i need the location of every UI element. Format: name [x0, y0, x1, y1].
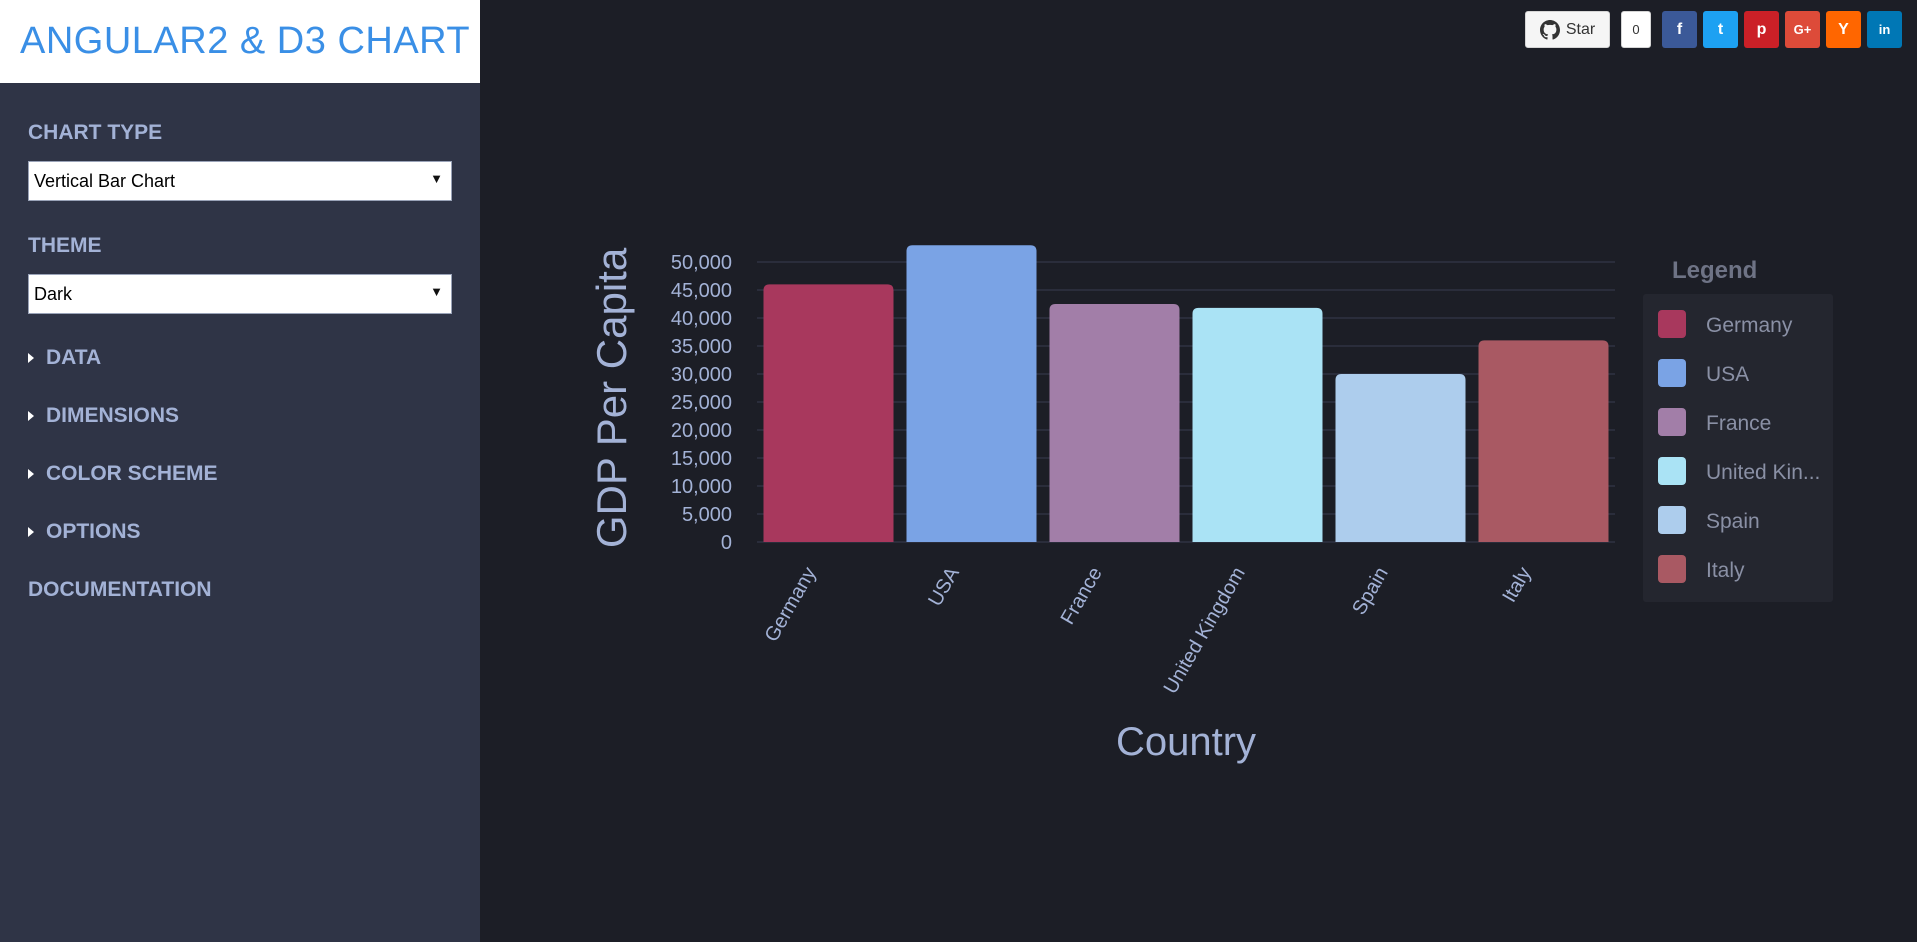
legend: Legend Germany USA France United Kin... Spai…: [1643, 257, 1833, 602]
section-label: DATA: [46, 346, 102, 369]
legend-title: Legend: [1672, 257, 1757, 284]
sidebar: ANGULAR2 & D3 CHART CHART TYPE Vertical …: [0, 0, 480, 942]
chart-type-select[interactable]: Vertical Bar Chart ▼: [28, 161, 452, 201]
google-plus-share-button[interactable]: G+: [1785, 11, 1820, 48]
section-label: COLOR SCHEME: [46, 462, 218, 485]
bar-germany[interactable]: [763, 284, 894, 542]
star-count-badge[interactable]: 0: [1621, 11, 1651, 48]
legend-box: [1643, 294, 1833, 602]
facebook-share-button[interactable]: f: [1662, 11, 1697, 48]
section-options-toggle[interactable]: OPTIONS: [28, 520, 141, 544]
legend-item-label[interactable]: United Kin...: [1706, 461, 1820, 484]
y-tick-label: 5,000: [682, 504, 732, 526]
bar-france[interactable]: [1049, 304, 1180, 542]
y-tick-label: 40,000: [671, 308, 732, 330]
star-label: Star: [1565, 20, 1596, 38]
y-tick-label: 20,000: [671, 420, 732, 442]
hacker-news-share-button[interactable]: Y: [1826, 11, 1861, 48]
x-tick-label: United Kingdom: [1160, 564, 1250, 698]
y-tick-label: 15,000: [671, 448, 732, 470]
legend-swatch: [1658, 408, 1686, 436]
expand-triangle-icon: [28, 353, 34, 363]
chart-type-selected-value: Vertical Bar Chart: [34, 170, 176, 191]
twitter-share-button[interactable]: t: [1703, 11, 1738, 48]
hacker-news-icon: Y: [1838, 20, 1849, 38]
section-label: DIMENSIONS: [46, 404, 180, 427]
theme-label: THEME: [28, 234, 102, 257]
legend-swatch: [1658, 555, 1686, 583]
legend-item-label[interactable]: France: [1706, 412, 1771, 435]
legend-item-label[interactable]: USA: [1706, 363, 1749, 386]
bar-spain[interactable]: [1335, 374, 1466, 542]
x-tick-label: Germany: [761, 564, 821, 646]
facebook-icon: f: [1676, 20, 1683, 38]
brand-header: ANGULAR2 & D3 CHART: [0, 0, 480, 83]
github-icon: [1539, 19, 1560, 40]
theme-selected-value: Dark: [34, 283, 73, 304]
legend-item-label[interactable]: Spain: [1706, 510, 1760, 533]
y-tick-label: 25,000: [671, 392, 732, 414]
x-tick-label: USA: [924, 563, 964, 610]
expand-triangle-icon: [28, 469, 34, 479]
github-star-button[interactable]: Star: [1525, 11, 1610, 48]
section-dimensions-toggle[interactable]: DIMENSIONS: [28, 404, 179, 428]
pinterest-icon: p: [1756, 20, 1767, 38]
grid-lines: [757, 261, 1615, 543]
linkedin-icon: in: [1878, 22, 1891, 37]
x-tick-label: Spain: [1348, 564, 1393, 619]
legend-swatch: [1658, 310, 1686, 338]
y-axis-label: GDP Per Capita: [588, 247, 635, 548]
x-axis-label: Country: [1116, 720, 1256, 764]
app-title[interactable]: ANGULAR2 & D3 CHART: [20, 20, 471, 62]
pinterest-share-button[interactable]: p: [1744, 11, 1779, 48]
y-axis-ticks: 0 5,000 10,000 15,000 20,000 25,000 30,000 35,0…: [671, 252, 732, 554]
linkedin-share-button[interactable]: in: [1867, 11, 1902, 48]
legend-item-label[interactable]: Germany: [1706, 314, 1793, 337]
expand-triangle-icon: [28, 527, 34, 537]
y-tick-label: 0: [721, 532, 732, 554]
x-axis-ticks: Germany USA France United Kingdom Spain Italy: [761, 563, 1536, 698]
y-tick-label: 35,000: [671, 336, 732, 358]
bars: [763, 245, 1609, 542]
google-plus-icon: G+: [1793, 22, 1812, 37]
x-tick-label: France: [1057, 564, 1107, 629]
dropdown-arrow-icon: ▼: [430, 171, 443, 186]
theme-select[interactable]: Dark ▼: [28, 274, 452, 314]
bar-usa[interactable]: [906, 245, 1037, 542]
bar-united-kingdom[interactable]: [1192, 307, 1323, 542]
bar-italy[interactable]: [1478, 340, 1609, 542]
legend-item-label[interactable]: Italy: [1706, 559, 1745, 582]
y-tick-label: 50,000: [671, 252, 732, 274]
legend-items: Germany USA France United Kin... Spain Italy: [1658, 310, 1820, 583]
y-tick-label: 10,000: [671, 476, 732, 498]
x-tick-label: Italy: [1498, 564, 1535, 607]
section-label: OPTIONS: [46, 520, 141, 543]
chart-type-label: CHART TYPE: [28, 121, 163, 144]
dropdown-arrow-icon: ▼: [430, 284, 443, 299]
section-color-scheme-toggle[interactable]: COLOR SCHEME: [28, 462, 218, 486]
documentation-link[interactable]: DOCUMENTATION: [28, 578, 212, 601]
y-tick-label: 30,000: [671, 364, 732, 386]
legend-swatch: [1658, 457, 1686, 485]
section-data-toggle[interactable]: DATA: [28, 346, 101, 370]
expand-triangle-icon: [28, 411, 34, 421]
y-tick-label: 45,000: [671, 280, 732, 302]
twitter-icon: t: [1717, 20, 1724, 38]
legend-swatch: [1658, 506, 1686, 534]
legend-swatch: [1658, 359, 1686, 387]
